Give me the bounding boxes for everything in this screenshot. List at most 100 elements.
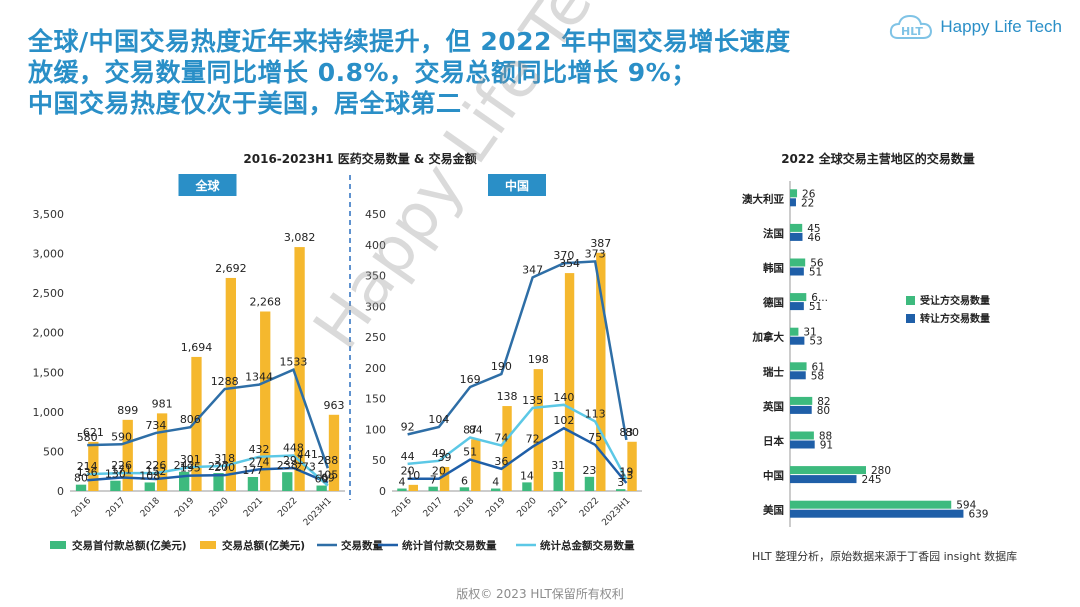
- region-chart-title: 2022 全球交易主营地区的交易数量: [781, 151, 975, 166]
- x-tick-label: 2018: [453, 496, 476, 519]
- bar: [790, 189, 798, 198]
- legend-label: 转让方交易数量: [920, 312, 990, 325]
- data-label: 639: [968, 509, 988, 521]
- data-label: 280: [871, 465, 891, 477]
- data-label: 590: [111, 430, 132, 443]
- bar: [408, 484, 418, 491]
- logo-text: Happy Life Tech: [940, 17, 1062, 36]
- data-label: 621: [83, 426, 104, 439]
- bar: [627, 441, 637, 491]
- bar: [459, 487, 470, 491]
- data-label: 31: [803, 327, 816, 339]
- panel-label: 全球: [194, 178, 220, 193]
- bar: [439, 466, 450, 491]
- data-label: 242: [174, 459, 195, 472]
- panel-label-box: [488, 174, 546, 196]
- bar: [225, 277, 236, 491]
- bar: [282, 472, 293, 491]
- bar: [260, 311, 271, 491]
- data-label: 6...: [811, 292, 828, 304]
- bar: [616, 489, 626, 491]
- series-line: [87, 367, 329, 469]
- y-tick-label: 3,500: [33, 208, 65, 221]
- bar: [144, 482, 155, 491]
- data-label: 113: [585, 407, 606, 420]
- data-label: 92: [401, 420, 415, 433]
- data-label: 594: [956, 500, 976, 512]
- bar: [790, 267, 804, 276]
- data-label: 69: [315, 473, 329, 486]
- copyright-footer: 版权© 2023 HLT保留所有权利: [456, 587, 624, 601]
- panel-label-box: [178, 174, 237, 196]
- y-tick-label: 100: [365, 423, 386, 436]
- bar: [790, 258, 806, 267]
- bar: [502, 406, 512, 491]
- bar: [522, 482, 532, 491]
- y-tick-label: 350: [365, 270, 386, 283]
- data-label: 45: [807, 223, 820, 235]
- data-label: 200: [214, 461, 235, 474]
- data-label: 301: [180, 453, 201, 466]
- title-line-2: 放缓，交易数量同比增长 0.8%，交易总额同比增长 9%；: [28, 58, 697, 87]
- data-label: 806: [180, 413, 201, 426]
- data-label: 963: [323, 399, 344, 412]
- x-tick-label: 2023H1: [600, 496, 632, 528]
- bar: [790, 232, 803, 241]
- bar: [790, 302, 804, 311]
- data-label: 58: [811, 370, 824, 382]
- company-logo: HLT Happy Life Tech: [888, 12, 1062, 42]
- bar: [428, 486, 438, 491]
- x-tick-label: 2020: [208, 496, 231, 519]
- data-label: 80: [74, 472, 88, 485]
- bar: [247, 476, 259, 491]
- data-label: 44: [401, 450, 415, 463]
- bar: [156, 413, 168, 491]
- bar: [75, 484, 87, 491]
- data-label: 1344: [245, 371, 273, 384]
- y-tick-label: 500: [43, 445, 64, 458]
- data-label: 69: [321, 472, 335, 485]
- bar: [790, 405, 812, 414]
- x-tick-label: 2021: [242, 496, 265, 519]
- y-tick-label: 450: [365, 208, 386, 221]
- data-label: 347: [522, 263, 543, 276]
- bar: [790, 509, 964, 518]
- data-label: 75: [588, 431, 602, 444]
- data-label: 13: [619, 469, 633, 482]
- bar: [316, 485, 327, 491]
- data-label: 19: [619, 465, 633, 478]
- data-label: 4: [398, 476, 405, 489]
- bar: [584, 476, 595, 491]
- bar: [294, 247, 305, 491]
- x-tick-label: 2019: [173, 496, 196, 519]
- data-label: 51: [809, 267, 822, 279]
- data-label: 140: [553, 391, 574, 404]
- data-label: 20: [401, 465, 415, 478]
- data-label: 108: [139, 469, 160, 482]
- data-label: 88: [819, 431, 832, 443]
- legend-label: 交易首付款总额(亿美元): [72, 539, 187, 552]
- data-label: 981: [152, 397, 173, 410]
- data-label: 61: [812, 361, 825, 373]
- category-label: 德国: [762, 296, 784, 309]
- category-label: 瑞士: [763, 365, 784, 378]
- data-label: 6: [461, 474, 468, 487]
- bar: [110, 480, 121, 491]
- category-label: 加拿大: [752, 331, 785, 344]
- bar: [179, 471, 190, 491]
- y-tick-label: 3,000: [33, 248, 65, 261]
- bar: [122, 419, 133, 491]
- title-line-3: 中国交易热度仅次于美国，居全球第二: [28, 89, 462, 118]
- data-label: 227: [208, 460, 229, 473]
- bar: [553, 471, 563, 491]
- category-label: 中国: [763, 469, 784, 482]
- y-tick-label: 1,500: [33, 366, 65, 379]
- x-tick-label: 2016: [70, 496, 93, 519]
- legend-label: 统计总金额交易数量: [540, 539, 635, 552]
- data-label: 82: [817, 396, 830, 408]
- bar: [790, 362, 807, 371]
- page-title: 全球/中国交易热度近年来持续提升，但 2022 年中国交易增长速度 放缓，交易数…: [28, 26, 868, 119]
- data-label: 49: [432, 447, 446, 460]
- x-tick-label: 2016: [390, 496, 413, 519]
